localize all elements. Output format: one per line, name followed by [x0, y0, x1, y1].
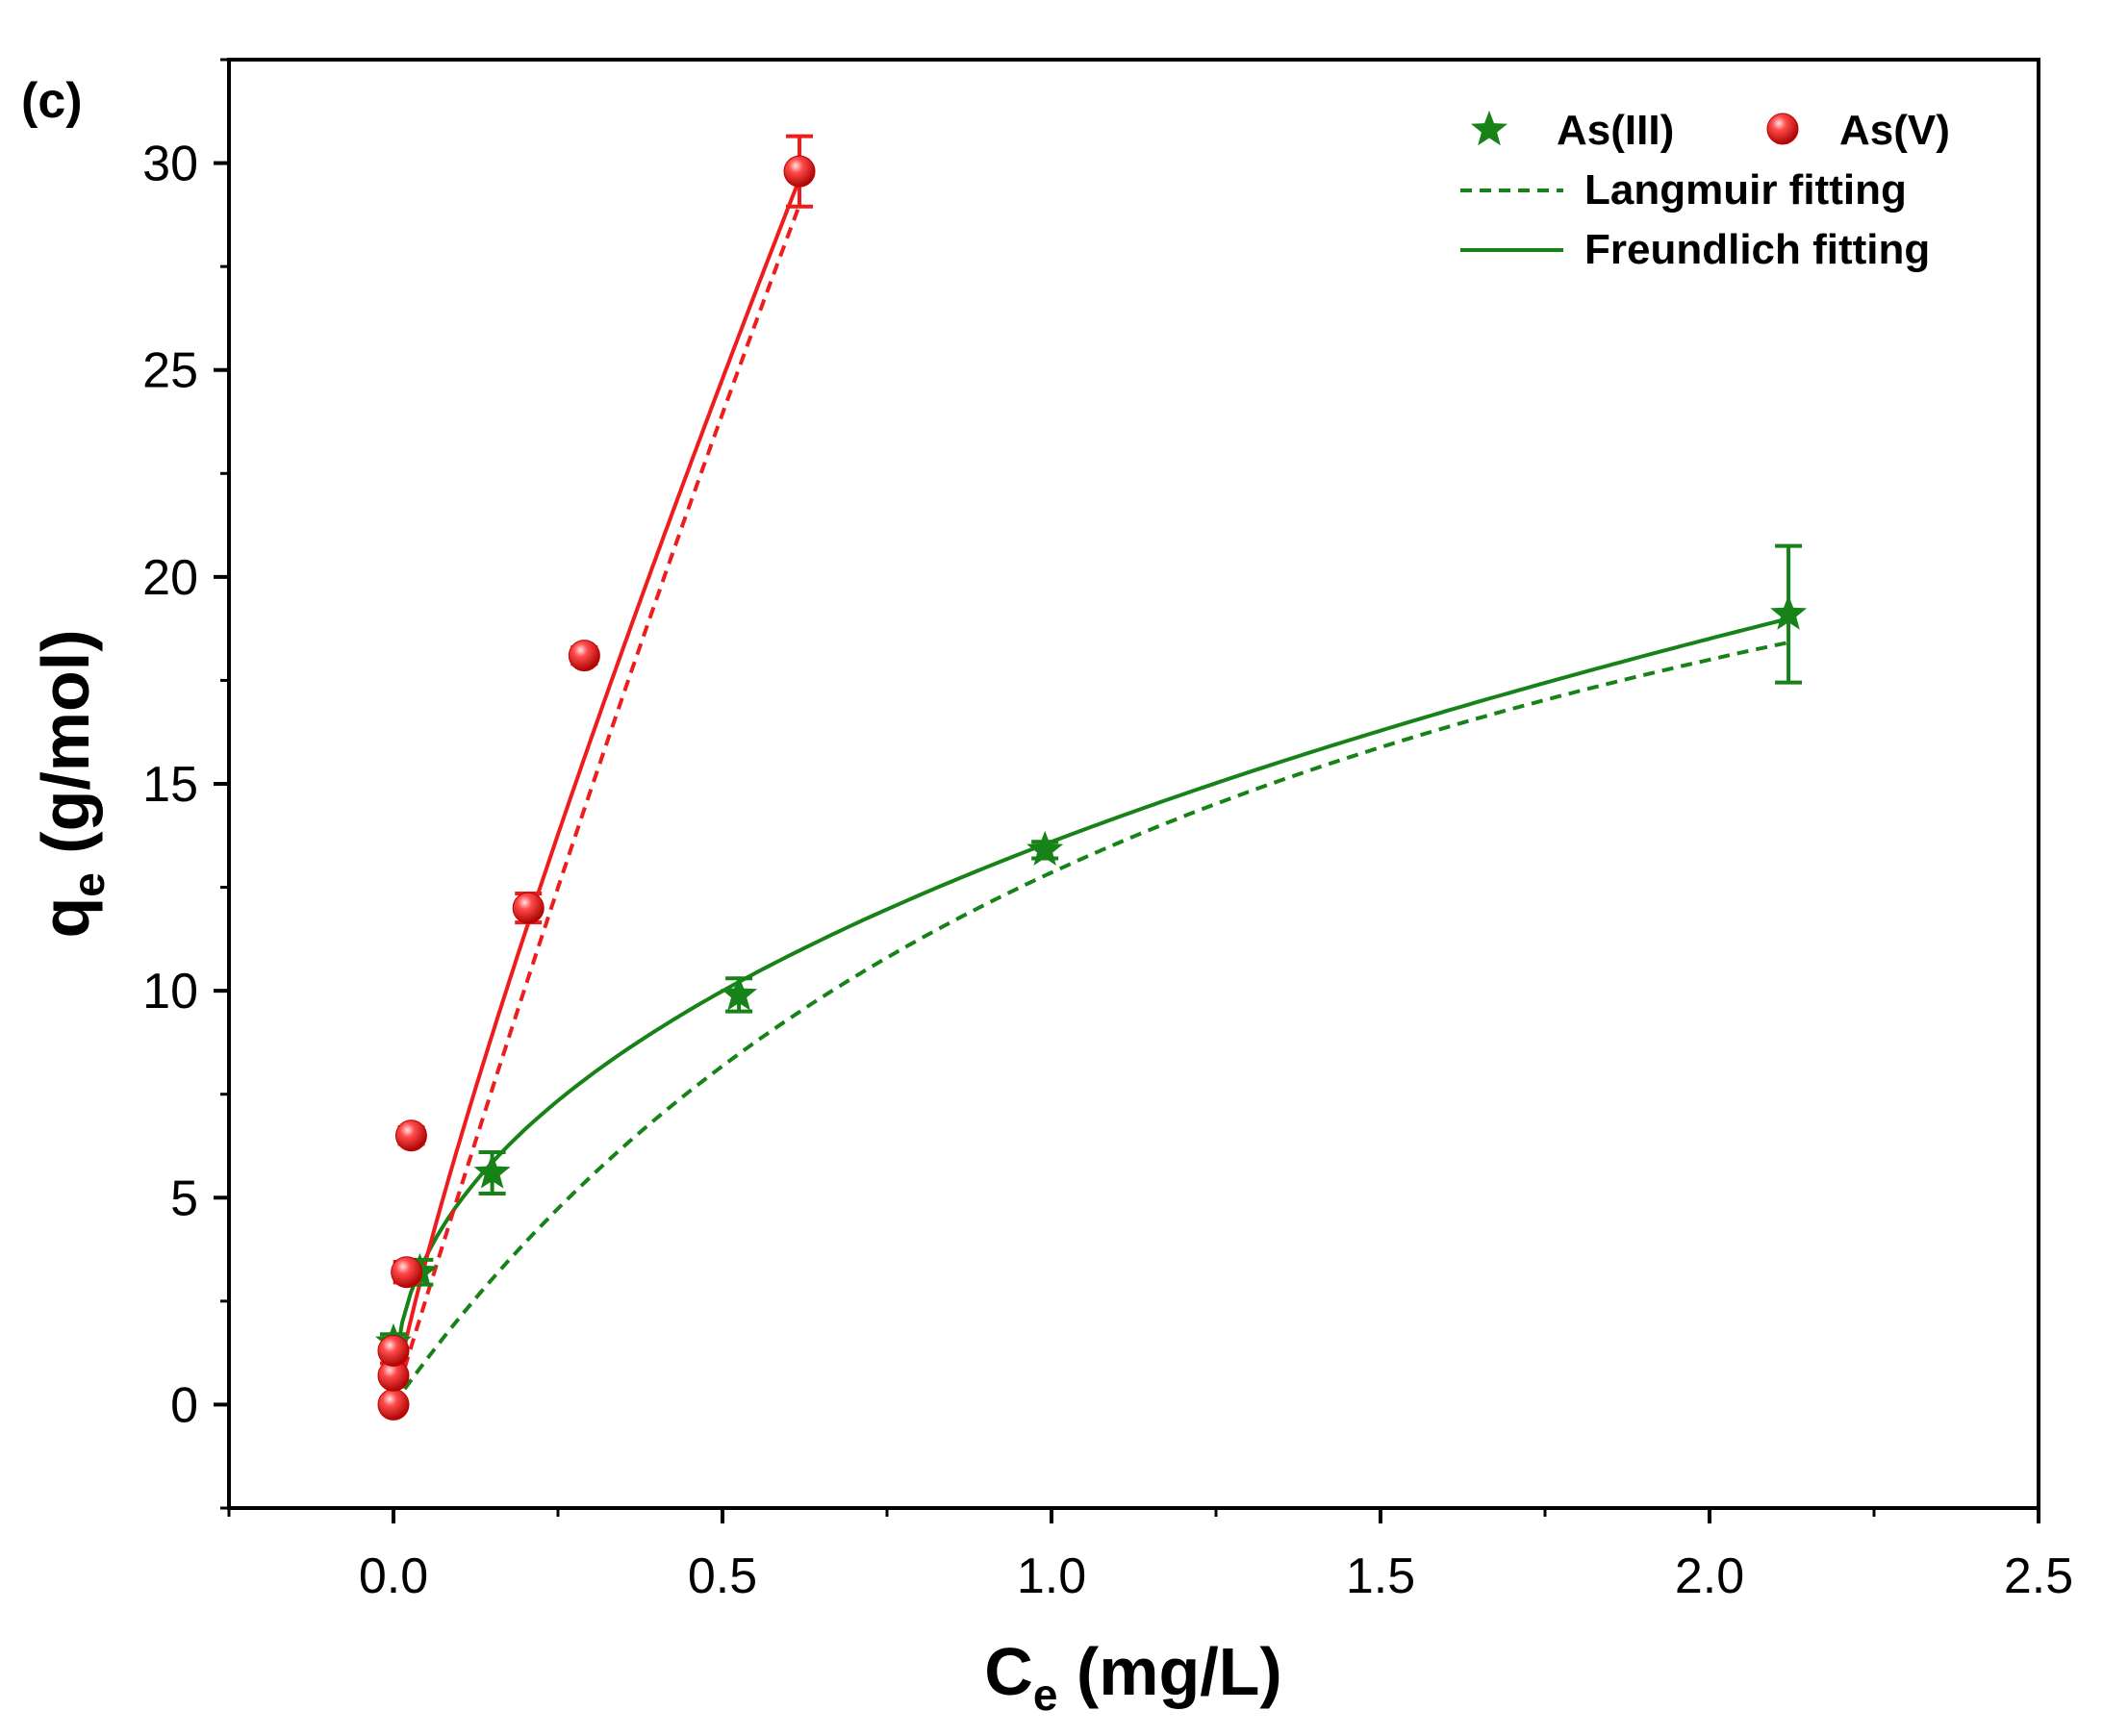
y-tick-label: 25 [142, 343, 198, 399]
legend: As(III) As(V) Langmuir fitting Freundlic… [1460, 107, 1950, 273]
as3-data-point [721, 975, 758, 1011]
y-axis-title: qe (g/mol) [28, 629, 114, 938]
as3-langmuir-curve [392, 641, 1789, 1406]
as5-data-point [377, 1334, 410, 1367]
legend-as3-marker [1471, 111, 1508, 146]
as3-data-point [473, 1153, 511, 1189]
legend-star-marker [1471, 111, 1508, 146]
x-tick-label: 1.5 [1346, 1548, 1415, 1604]
data-markers [375, 155, 1808, 1421]
as3-data-point [1026, 830, 1064, 866]
x-tick-label: 2.5 [2004, 1548, 2073, 1604]
as5-data-point [783, 155, 816, 188]
x-axis-title: Ce (mg/L) [984, 1634, 1281, 1720]
x-tick-label: 1.0 [1017, 1548, 1086, 1604]
y-tick-labels: 0 5 10 15 20 25 30 [142, 137, 198, 1434]
as5-data-point [394, 1120, 427, 1152]
axis-ticks [214, 58, 2040, 1523]
y-tick-label: 15 [142, 757, 198, 813]
as5-data-point [377, 1388, 410, 1421]
y-tick-label: 0 [170, 1377, 198, 1433]
as3-freundlich-curve [392, 616, 1789, 1374]
y-tick-label: 10 [142, 964, 198, 1019]
as5-data-point [391, 1256, 423, 1289]
x-tick-label: 0.0 [359, 1548, 428, 1604]
legend-sphere-marker [1766, 113, 1799, 145]
as3-data-point [1770, 594, 1808, 630]
y-tick-label: 30 [142, 137, 198, 192]
x-tick-label: 2.0 [1675, 1548, 1744, 1604]
legend-freundlich-label: Freundlich fitting [1584, 226, 1930, 273]
as5-data-point [568, 640, 600, 672]
legend-as5-marker [1766, 113, 1799, 145]
x-tick-label: 0.5 [688, 1548, 757, 1604]
y-tick-label: 20 [142, 550, 198, 606]
legend-as3-label: As(III) [1557, 107, 1674, 154]
x-tick-labels: 0.0 0.5 1.0 1.5 2.0 2.5 [359, 1548, 2073, 1604]
as5-langmuir-curve [392, 204, 801, 1405]
legend-as5-label: As(V) [1839, 107, 1950, 154]
y-tick-label: 5 [170, 1170, 198, 1226]
panel-label: (c) [21, 73, 83, 129]
fit-curves [392, 178, 1789, 1406]
as5-data-point [512, 892, 545, 924]
as5-freundlich-curve [392, 178, 801, 1398]
legend-langmuir-label: Langmuir fitting [1584, 166, 1907, 214]
